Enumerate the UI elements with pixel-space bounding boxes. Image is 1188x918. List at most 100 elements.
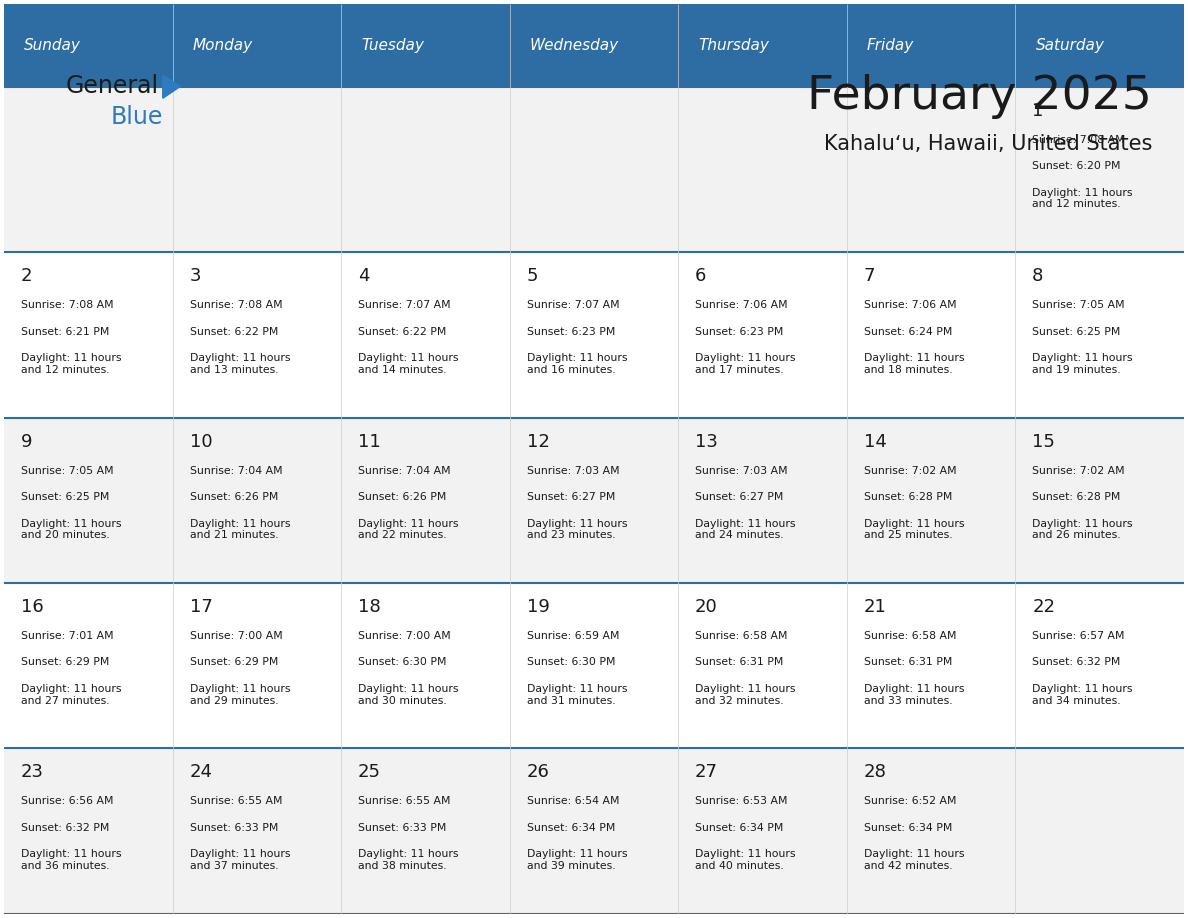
Text: Sunset: 6:25 PM: Sunset: 6:25 PM — [21, 492, 109, 502]
Text: Daylight: 11 hours
and 40 minutes.: Daylight: 11 hours and 40 minutes. — [695, 849, 796, 871]
Text: Sunset: 6:31 PM: Sunset: 6:31 PM — [864, 657, 952, 667]
Text: Daylight: 11 hours
and 20 minutes.: Daylight: 11 hours and 20 minutes. — [21, 519, 121, 540]
Text: 14: 14 — [864, 432, 886, 451]
Text: Daylight: 11 hours
and 22 minutes.: Daylight: 11 hours and 22 minutes. — [358, 519, 459, 540]
Text: Monday: Monday — [192, 38, 253, 53]
Text: Daylight: 11 hours
and 31 minutes.: Daylight: 11 hours and 31 minutes. — [526, 684, 627, 706]
Text: Sunset: 6:21 PM: Sunset: 6:21 PM — [21, 327, 109, 337]
Text: Sunrise: 6:57 AM: Sunrise: 6:57 AM — [1032, 631, 1125, 641]
Text: Daylight: 11 hours
and 12 minutes.: Daylight: 11 hours and 12 minutes. — [1032, 188, 1132, 209]
Text: 3: 3 — [190, 267, 201, 285]
Text: 6: 6 — [695, 267, 707, 285]
Text: Sunrise: 6:55 AM: Sunrise: 6:55 AM — [190, 797, 282, 806]
Text: Daylight: 11 hours
and 27 minutes.: Daylight: 11 hours and 27 minutes. — [21, 684, 121, 706]
Text: Sunrise: 7:02 AM: Sunrise: 7:02 AM — [864, 465, 956, 476]
Text: Sunrise: 7:00 AM: Sunrise: 7:00 AM — [358, 631, 450, 641]
Text: General: General — [65, 74, 158, 98]
Text: 16: 16 — [21, 598, 44, 616]
Text: Sunset: 6:30 PM: Sunset: 6:30 PM — [358, 657, 447, 667]
Text: 26: 26 — [526, 764, 550, 781]
Text: Sunrise: 6:58 AM: Sunrise: 6:58 AM — [864, 631, 956, 641]
Text: 5: 5 — [526, 267, 538, 285]
Text: Daylight: 11 hours
and 24 minutes.: Daylight: 11 hours and 24 minutes. — [695, 519, 796, 540]
Text: Tuesday: Tuesday — [361, 38, 424, 53]
Text: Sunset: 6:27 PM: Sunset: 6:27 PM — [695, 492, 784, 502]
Text: Daylight: 11 hours
and 38 minutes.: Daylight: 11 hours and 38 minutes. — [358, 849, 459, 871]
Text: 9: 9 — [21, 432, 32, 451]
Text: Daylight: 11 hours
and 39 minutes.: Daylight: 11 hours and 39 minutes. — [526, 849, 627, 871]
Text: Sunset: 6:22 PM: Sunset: 6:22 PM — [358, 327, 447, 337]
Text: Sunset: 6:20 PM: Sunset: 6:20 PM — [1032, 162, 1120, 172]
Text: Sunday: Sunday — [25, 38, 81, 53]
Text: 1: 1 — [1032, 102, 1043, 119]
Text: 18: 18 — [358, 598, 381, 616]
Text: Sunrise: 7:01 AM: Sunrise: 7:01 AM — [21, 631, 114, 641]
Text: Sunset: 6:34 PM: Sunset: 6:34 PM — [864, 823, 952, 833]
Text: 22: 22 — [1032, 598, 1055, 616]
Text: 7: 7 — [864, 267, 876, 285]
Text: 15: 15 — [1032, 432, 1055, 451]
Text: Daylight: 11 hours
and 32 minutes.: Daylight: 11 hours and 32 minutes. — [695, 684, 796, 706]
Text: Sunset: 6:23 PM: Sunset: 6:23 PM — [695, 327, 784, 337]
Text: Sunset: 6:26 PM: Sunset: 6:26 PM — [358, 492, 447, 502]
Text: 17: 17 — [190, 598, 213, 616]
Text: Sunset: 6:29 PM: Sunset: 6:29 PM — [190, 657, 278, 667]
Text: Sunrise: 7:00 AM: Sunrise: 7:00 AM — [190, 631, 283, 641]
Text: 10: 10 — [190, 432, 213, 451]
Text: Daylight: 11 hours
and 25 minutes.: Daylight: 11 hours and 25 minutes. — [864, 519, 965, 540]
Text: Daylight: 11 hours
and 12 minutes.: Daylight: 11 hours and 12 minutes. — [21, 353, 121, 375]
Text: Daylight: 11 hours
and 33 minutes.: Daylight: 11 hours and 33 minutes. — [864, 684, 965, 706]
Text: February 2025: February 2025 — [808, 73, 1152, 119]
Text: Sunrise: 6:54 AM: Sunrise: 6:54 AM — [526, 797, 619, 806]
Text: Sunrise: 7:03 AM: Sunrise: 7:03 AM — [695, 465, 788, 476]
Text: Sunrise: 6:55 AM: Sunrise: 6:55 AM — [358, 797, 450, 806]
Text: Sunset: 6:32 PM: Sunset: 6:32 PM — [1032, 657, 1120, 667]
Text: Friday: Friday — [867, 38, 915, 53]
Bar — [5, 748, 1183, 913]
Text: Sunset: 6:23 PM: Sunset: 6:23 PM — [526, 327, 615, 337]
Text: 27: 27 — [695, 764, 718, 781]
Text: Sunrise: 7:05 AM: Sunrise: 7:05 AM — [1032, 300, 1125, 310]
Text: Thursday: Thursday — [699, 38, 770, 53]
Text: 19: 19 — [526, 598, 550, 616]
Text: Sunset: 6:34 PM: Sunset: 6:34 PM — [695, 823, 784, 833]
Text: Sunrise: 6:56 AM: Sunrise: 6:56 AM — [21, 797, 114, 806]
Text: Sunrise: 7:08 AM: Sunrise: 7:08 AM — [1032, 135, 1125, 145]
Text: Daylight: 11 hours
and 30 minutes.: Daylight: 11 hours and 30 minutes. — [358, 684, 459, 706]
Text: Sunrise: 7:07 AM: Sunrise: 7:07 AM — [358, 300, 450, 310]
Text: Sunrise: 6:53 AM: Sunrise: 6:53 AM — [695, 797, 788, 806]
Text: Sunrise: 7:08 AM: Sunrise: 7:08 AM — [21, 300, 114, 310]
Text: Sunrise: 7:05 AM: Sunrise: 7:05 AM — [21, 465, 114, 476]
Bar — [5, 87, 1183, 252]
Text: Daylight: 11 hours
and 23 minutes.: Daylight: 11 hours and 23 minutes. — [526, 519, 627, 540]
Text: 25: 25 — [358, 764, 381, 781]
Text: Daylight: 11 hours
and 16 minutes.: Daylight: 11 hours and 16 minutes. — [526, 353, 627, 375]
Text: Daylight: 11 hours
and 19 minutes.: Daylight: 11 hours and 19 minutes. — [1032, 353, 1132, 375]
Text: 20: 20 — [695, 598, 718, 616]
Text: Sunrise: 6:59 AM: Sunrise: 6:59 AM — [526, 631, 619, 641]
Text: Sunset: 6:26 PM: Sunset: 6:26 PM — [190, 492, 278, 502]
Text: Sunset: 6:33 PM: Sunset: 6:33 PM — [190, 823, 278, 833]
Text: 28: 28 — [864, 764, 886, 781]
Text: Sunrise: 7:06 AM: Sunrise: 7:06 AM — [864, 300, 956, 310]
Text: Sunset: 6:24 PM: Sunset: 6:24 PM — [864, 327, 952, 337]
Text: 12: 12 — [526, 432, 550, 451]
Text: Saturday: Saturday — [1036, 38, 1105, 53]
Text: Blue: Blue — [110, 105, 163, 129]
Text: Sunset: 6:32 PM: Sunset: 6:32 PM — [21, 823, 109, 833]
Text: Sunset: 6:28 PM: Sunset: 6:28 PM — [1032, 492, 1120, 502]
Text: 23: 23 — [21, 764, 44, 781]
Text: Daylight: 11 hours
and 34 minutes.: Daylight: 11 hours and 34 minutes. — [1032, 684, 1132, 706]
Text: Daylight: 11 hours
and 26 minutes.: Daylight: 11 hours and 26 minutes. — [1032, 519, 1132, 540]
Text: Sunrise: 7:03 AM: Sunrise: 7:03 AM — [526, 465, 619, 476]
Text: Sunrise: 7:02 AM: Sunrise: 7:02 AM — [1032, 465, 1125, 476]
Text: Sunset: 6:22 PM: Sunset: 6:22 PM — [190, 327, 278, 337]
Text: Sunrise: 6:58 AM: Sunrise: 6:58 AM — [695, 631, 788, 641]
Text: Daylight: 11 hours
and 17 minutes.: Daylight: 11 hours and 17 minutes. — [695, 353, 796, 375]
Text: Sunset: 6:27 PM: Sunset: 6:27 PM — [526, 492, 615, 502]
Text: 21: 21 — [864, 598, 886, 616]
Text: Daylight: 11 hours
and 21 minutes.: Daylight: 11 hours and 21 minutes. — [190, 519, 290, 540]
Text: Daylight: 11 hours
and 36 minutes.: Daylight: 11 hours and 36 minutes. — [21, 849, 121, 871]
Text: 2: 2 — [21, 267, 32, 285]
Text: Sunrise: 7:04 AM: Sunrise: 7:04 AM — [190, 465, 283, 476]
